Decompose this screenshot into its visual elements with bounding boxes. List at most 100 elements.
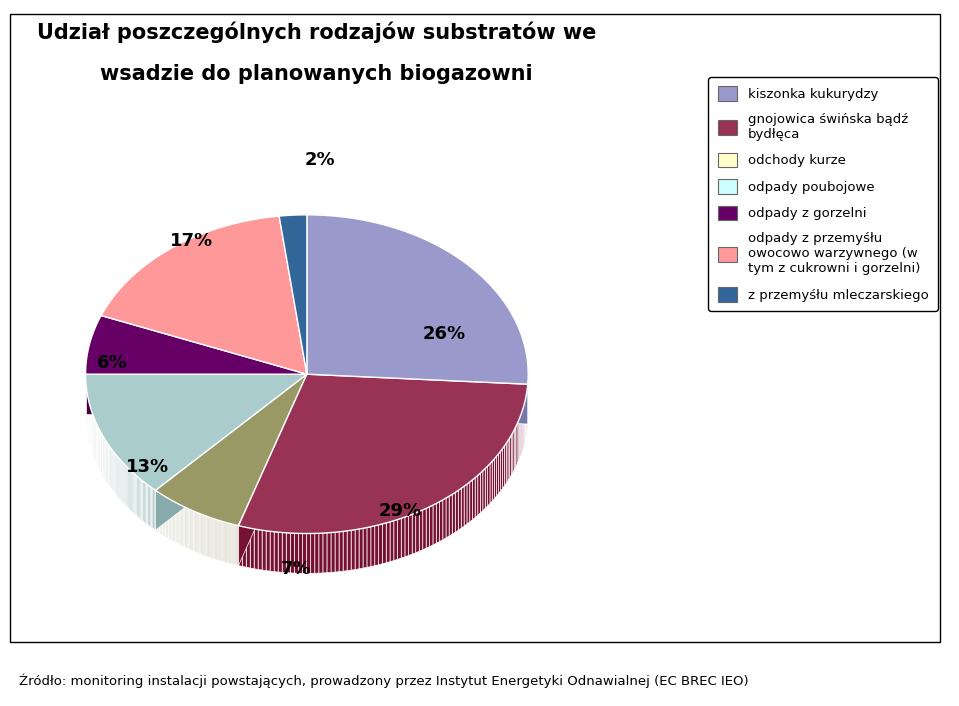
Polygon shape	[464, 484, 467, 526]
Polygon shape	[379, 524, 383, 565]
Polygon shape	[513, 430, 514, 472]
Polygon shape	[134, 474, 135, 515]
Polygon shape	[129, 469, 131, 510]
Polygon shape	[401, 517, 405, 558]
Polygon shape	[143, 481, 144, 522]
Polygon shape	[123, 462, 124, 503]
Polygon shape	[307, 374, 527, 424]
Polygon shape	[254, 529, 258, 570]
Polygon shape	[495, 456, 497, 498]
Polygon shape	[412, 513, 415, 554]
Polygon shape	[239, 374, 307, 566]
Polygon shape	[409, 515, 412, 556]
Polygon shape	[298, 534, 302, 573]
Polygon shape	[294, 533, 298, 573]
Polygon shape	[125, 465, 126, 505]
Polygon shape	[458, 489, 461, 530]
Polygon shape	[127, 467, 128, 508]
Polygon shape	[140, 479, 141, 520]
Polygon shape	[487, 464, 490, 506]
Polygon shape	[124, 463, 125, 504]
Polygon shape	[482, 469, 485, 510]
Polygon shape	[339, 532, 343, 572]
Text: 17%: 17%	[171, 232, 213, 251]
Polygon shape	[119, 458, 120, 499]
Polygon shape	[423, 508, 426, 550]
Polygon shape	[351, 530, 355, 570]
Polygon shape	[120, 459, 121, 500]
Polygon shape	[239, 374, 527, 534]
Polygon shape	[101, 216, 307, 374]
Polygon shape	[291, 533, 294, 573]
Polygon shape	[323, 533, 327, 573]
Text: 7%: 7%	[280, 560, 311, 578]
Polygon shape	[246, 527, 250, 568]
Polygon shape	[270, 532, 274, 572]
Polygon shape	[331, 532, 335, 573]
Polygon shape	[503, 446, 504, 489]
Polygon shape	[132, 472, 133, 513]
Polygon shape	[367, 527, 371, 568]
Polygon shape	[148, 485, 149, 525]
Polygon shape	[359, 528, 363, 569]
Polygon shape	[497, 454, 499, 496]
Polygon shape	[475, 475, 478, 517]
Polygon shape	[449, 494, 453, 536]
Polygon shape	[287, 533, 291, 573]
Polygon shape	[85, 374, 307, 414]
Polygon shape	[138, 477, 139, 517]
Polygon shape	[307, 534, 311, 573]
Polygon shape	[371, 526, 375, 566]
Polygon shape	[430, 505, 433, 546]
Polygon shape	[506, 441, 508, 483]
Polygon shape	[243, 527, 246, 567]
Polygon shape	[390, 521, 394, 562]
Polygon shape	[522, 410, 523, 453]
Polygon shape	[456, 491, 458, 532]
Polygon shape	[470, 480, 473, 522]
Polygon shape	[383, 523, 386, 564]
Polygon shape	[327, 532, 331, 573]
Polygon shape	[151, 486, 152, 527]
Polygon shape	[355, 529, 359, 570]
Polygon shape	[490, 461, 492, 503]
Polygon shape	[443, 498, 446, 540]
Polygon shape	[453, 492, 456, 534]
Polygon shape	[375, 525, 379, 566]
Polygon shape	[485, 466, 487, 508]
Polygon shape	[517, 421, 518, 465]
Polygon shape	[274, 532, 278, 572]
Polygon shape	[415, 511, 419, 553]
Polygon shape	[133, 473, 134, 514]
Text: Udział poszczególnych rodzajów substratów we: Udział poszczególnych rodzajów substrató…	[36, 21, 596, 42]
Polygon shape	[302, 534, 307, 573]
Polygon shape	[501, 448, 503, 491]
Polygon shape	[405, 515, 409, 557]
Polygon shape	[311, 534, 315, 573]
Polygon shape	[504, 443, 506, 486]
Polygon shape	[262, 530, 266, 570]
Polygon shape	[478, 473, 480, 515]
Polygon shape	[155, 374, 307, 530]
Polygon shape	[239, 374, 307, 566]
Polygon shape	[492, 459, 495, 501]
Text: 26%: 26%	[423, 325, 466, 343]
Text: 13%: 13%	[126, 458, 169, 476]
Text: 6%: 6%	[97, 354, 128, 372]
Polygon shape	[147, 484, 148, 525]
Polygon shape	[318, 533, 323, 573]
Polygon shape	[307, 374, 527, 424]
Polygon shape	[480, 471, 482, 513]
Polygon shape	[386, 522, 390, 563]
Polygon shape	[152, 489, 154, 530]
Polygon shape	[307, 215, 528, 384]
Polygon shape	[315, 533, 318, 573]
Polygon shape	[335, 532, 339, 572]
Polygon shape	[343, 531, 347, 571]
Polygon shape	[511, 433, 513, 475]
Polygon shape	[467, 482, 470, 524]
Polygon shape	[128, 467, 129, 508]
Polygon shape	[433, 503, 436, 545]
Polygon shape	[446, 496, 449, 538]
Polygon shape	[154, 489, 155, 530]
